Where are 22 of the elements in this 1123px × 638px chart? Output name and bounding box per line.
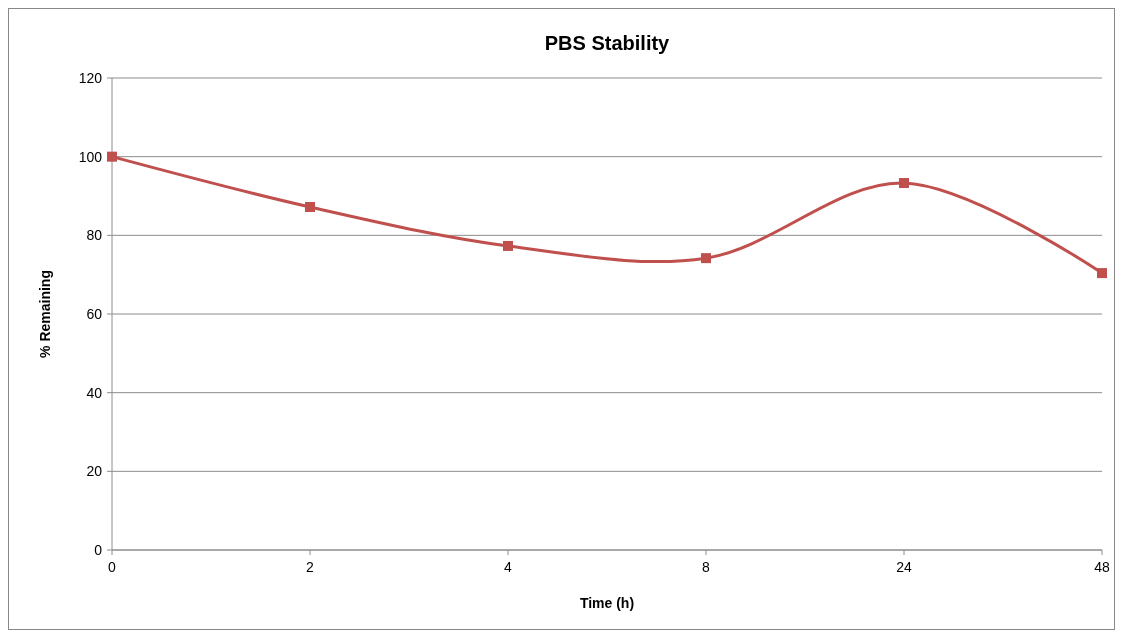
y-tick-label: 20 [86, 463, 103, 480]
point [899, 178, 909, 189]
x-tick-label: 4 [504, 559, 513, 575]
x-tick-label: 8 [702, 559, 711, 575]
y-tick-label: 100 [78, 148, 103, 165]
x-tick-label: 24 [896, 559, 912, 575]
point [1097, 268, 1107, 279]
chart-title: PBS Stability [544, 32, 671, 54]
y-tick-label: 40 [86, 384, 103, 401]
x-tick-label: 2 [306, 559, 315, 575]
y-tick-label: 120 [78, 69, 103, 86]
y-tick-label: 0 [94, 541, 103, 558]
x-axis-title: Time (h) [579, 595, 635, 611]
point [107, 151, 117, 162]
y-tick-label: 80 [86, 227, 103, 244]
point [503, 240, 513, 251]
x-tick-label: 0 [108, 559, 117, 575]
y-tick-label: 60 [86, 305, 103, 322]
x-tick-label: 48 [1094, 559, 1110, 575]
point [701, 253, 711, 264]
point [305, 202, 315, 213]
y-axis-title: % Remaining [37, 270, 53, 358]
